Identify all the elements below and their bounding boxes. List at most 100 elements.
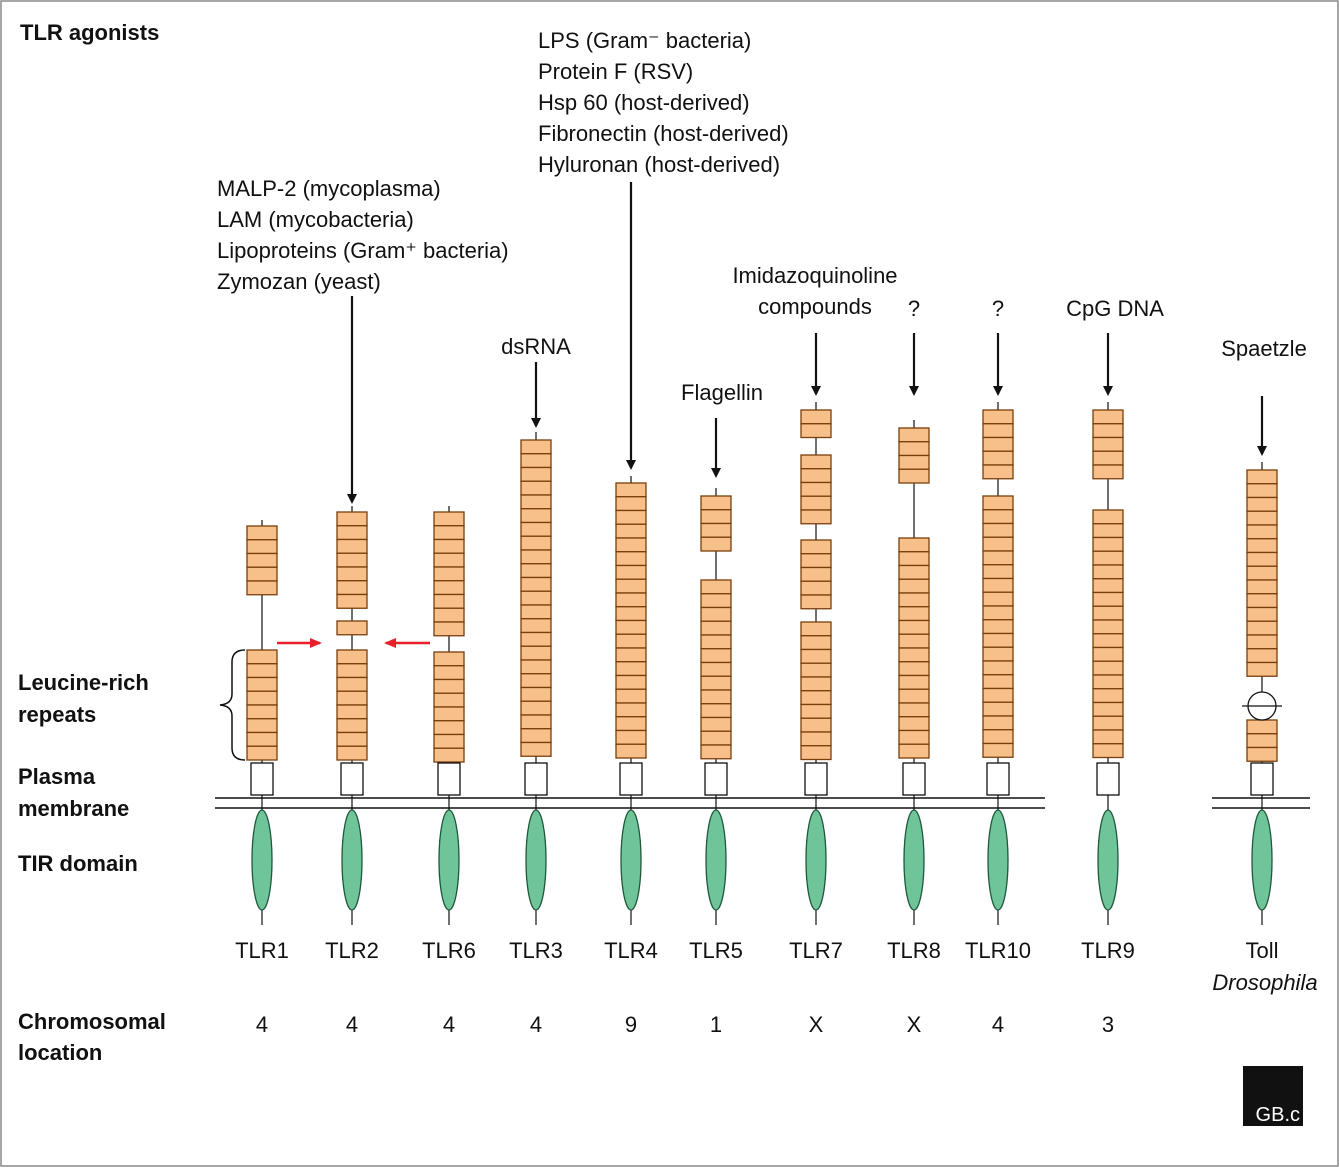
- repeat-block: [899, 634, 929, 648]
- repeat-block: [1247, 511, 1277, 525]
- repeat-block: [616, 552, 646, 566]
- repeat-block: [247, 567, 277, 581]
- repeat-block: [801, 469, 831, 483]
- repeat-block: [983, 702, 1013, 716]
- repeat-block: [434, 666, 464, 680]
- chromosome: 4: [256, 1012, 268, 1037]
- repeat-block: [521, 660, 551, 674]
- repeat-block: [983, 496, 1013, 510]
- agonist: Hsp 60 (host-derived): [538, 90, 750, 115]
- receptors: TLR14TLR24MALP-2 (mycoplasma)LAM (mycoba…: [217, 28, 1318, 1037]
- chromosome: 4: [530, 1012, 542, 1037]
- tir-domain: [806, 810, 826, 910]
- repeat-block: [434, 526, 464, 540]
- repeat-block: [616, 621, 646, 635]
- repeat-block: [247, 691, 277, 705]
- repeat-block: [701, 510, 731, 524]
- repeat-block: [521, 729, 551, 743]
- repeat-block: [521, 523, 551, 537]
- transmembrane-box: [805, 763, 827, 795]
- chromosome: 4: [992, 1012, 1004, 1037]
- repeat-block: [983, 438, 1013, 452]
- agonist: dsRNA: [501, 334, 571, 359]
- repeat-block: [521, 633, 551, 647]
- row-label: Chromosomal: [18, 1009, 166, 1034]
- repeat-block: [521, 468, 551, 482]
- repeat-block: [983, 661, 1013, 675]
- tir-domain: [342, 810, 362, 910]
- repeat-block: [434, 581, 464, 595]
- repeat-block: [1247, 566, 1277, 580]
- repeat-block: [521, 564, 551, 578]
- transmembrane-box: [903, 763, 925, 795]
- repeat-block: [899, 621, 929, 635]
- repeat-block: [1247, 635, 1277, 649]
- repeat-block: [247, 678, 277, 692]
- repeat-block: [521, 674, 551, 688]
- repeat-block: [337, 512, 367, 526]
- agonist: Flagellin: [681, 380, 763, 405]
- chromosome: X: [907, 1012, 922, 1037]
- receptor-name: TLR2: [325, 938, 379, 963]
- tir-domain: [1252, 810, 1272, 910]
- repeat-block: [247, 554, 277, 568]
- repeat-block: [247, 746, 277, 760]
- tir-domain: [621, 810, 641, 910]
- repeat-block: [1093, 730, 1123, 744]
- repeat-block: [1093, 703, 1123, 717]
- transmembrane-box: [341, 763, 363, 795]
- repeat-block: [701, 690, 731, 704]
- repeat-block: [701, 663, 731, 677]
- brace: [220, 650, 245, 760]
- repeat-block: [616, 689, 646, 703]
- repeat-block: [701, 676, 731, 690]
- repeat-block: [701, 608, 731, 622]
- transmembrane-box: [438, 763, 460, 795]
- repeat-block: [899, 456, 929, 470]
- repeat-block: [1247, 553, 1277, 567]
- repeat-block: [701, 704, 731, 718]
- receptor-name: TLR3: [509, 938, 563, 963]
- repeat-block: [521, 454, 551, 468]
- row-label: Leucine-rich: [18, 670, 149, 695]
- repeat-block: [337, 719, 367, 733]
- repeat-block: [701, 594, 731, 608]
- repeat-block: [701, 731, 731, 745]
- repeat-block: [899, 593, 929, 607]
- repeat-block: [434, 707, 464, 721]
- repeat-block: [801, 568, 831, 582]
- repeat-block: [801, 691, 831, 705]
- repeat-block: [899, 703, 929, 717]
- receptor-name: TLR6: [422, 938, 476, 963]
- repeat-block: [616, 579, 646, 593]
- repeat-block: [247, 650, 277, 664]
- repeat-block: [701, 621, 731, 635]
- agonist: Lipoproteins (Gram⁺ bacteria): [217, 238, 509, 263]
- repeat-block: [521, 701, 551, 715]
- repeat-block: [616, 524, 646, 538]
- repeat-block: [337, 733, 367, 747]
- repeat-block: [701, 580, 731, 594]
- agonist: Fibronectin (host-derived): [538, 121, 789, 146]
- repeat-block: [1093, 551, 1123, 565]
- repeat-block: [1247, 594, 1277, 608]
- repeat-block: [521, 715, 551, 729]
- receptor-name: TLR10: [965, 938, 1031, 963]
- tir-domain: [526, 810, 546, 910]
- repeat-block: [1247, 525, 1277, 539]
- repeat-block: [616, 511, 646, 525]
- repeat-block: [521, 605, 551, 619]
- repeat-block: [899, 676, 929, 690]
- transmembrane-box: [525, 763, 547, 795]
- repeat-block: [801, 410, 831, 424]
- row-label: membrane: [18, 796, 129, 821]
- repeat-block: [337, 595, 367, 609]
- repeat-block: [337, 567, 367, 581]
- repeat-block: [983, 424, 1013, 438]
- repeat-block: [983, 565, 1013, 579]
- repeat-block: [337, 705, 367, 719]
- diagram: TLR agonists Leucine-rich repeats Plasma…: [0, 0, 1339, 1167]
- agonist: LPS (Gram⁻ bacteria): [538, 28, 751, 53]
- row-label: repeats: [18, 702, 96, 727]
- repeat-block: [1093, 451, 1123, 465]
